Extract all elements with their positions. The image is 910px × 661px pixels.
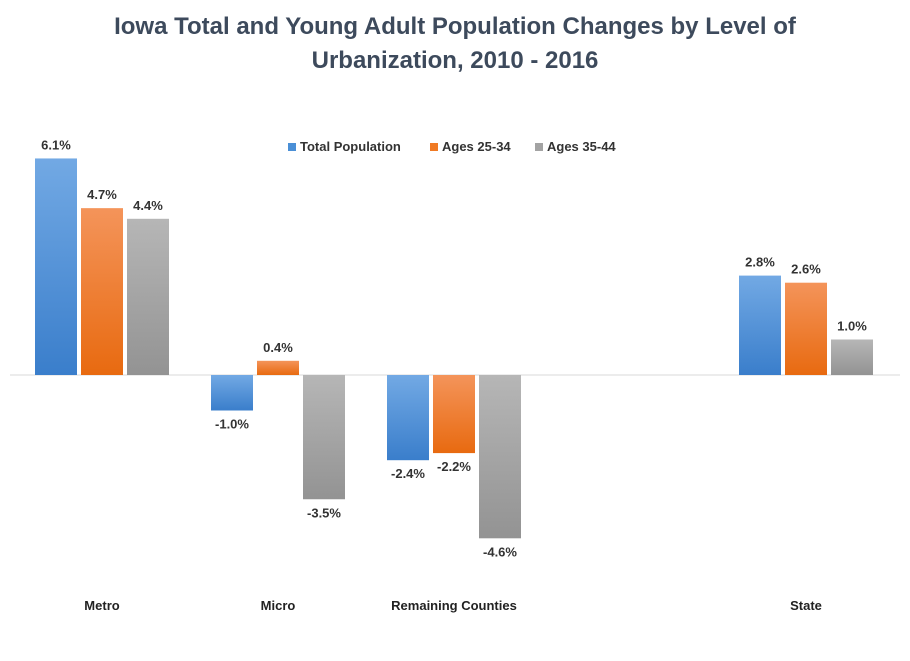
chart-title: Iowa Total and Young Adult Population Ch…: [0, 10, 910, 78]
bar-metro-ages-25-34: [81, 208, 123, 375]
legend-label-ages-25-34: Ages 25-34: [442, 139, 511, 154]
chart-title-line-1: Iowa Total and Young Adult Population Ch…: [114, 13, 796, 40]
bar-metro-ages-35-44: [127, 218, 169, 375]
bar-metro-total-population: [35, 158, 77, 375]
bar-state-total-population: [739, 275, 781, 375]
data-label-state-ages-35-44: 1.0%: [837, 319, 867, 334]
bars-layer: 6.1% 4.7% 4.4% -1.0% 0.4% -3.5% -2.4% -2.2% -4.6…: [35, 137, 873, 559]
legend-label-total-population: Total Population: [300, 139, 401, 154]
data-label-metro-ages-25-34: 4.7%: [87, 187, 117, 202]
data-label-micro-total-population: -1.0%: [215, 417, 249, 432]
bar-remaining-counties-ages-35-44: [479, 375, 521, 539]
category-label-metro: Metro: [84, 598, 120, 613]
bar-remaining-counties-ages-25-34: [433, 375, 475, 454]
data-label-state-ages-25-34: 2.6%: [791, 262, 821, 277]
legend-swatch-ages-35-44: [535, 142, 543, 151]
category-label-micro: Micro: [260, 598, 296, 613]
legend-swatch-total-population: [288, 142, 296, 151]
data-label-metro-ages-35-44: 4.4%: [133, 198, 163, 213]
category-label-state: State: [790, 598, 822, 613]
data-label-remaining-counties-ages-35-44: -4.6%: [483, 544, 517, 559]
data-label-remaining-counties-ages-25-34: -2.2%: [437, 459, 471, 474]
legend-label-ages-35-44: Ages 35-44: [547, 139, 616, 154]
legend-item-total-population: Total Population: [288, 139, 401, 154]
bar-state-ages-25-34: [785, 282, 827, 375]
data-label-remaining-counties-total-population: -2.4%: [391, 466, 425, 481]
bar-state-ages-35-44: [831, 339, 873, 375]
bar-micro-ages-25-34: [257, 360, 299, 375]
bar-remaining-counties-total-population: [387, 375, 429, 461]
category-label-remaining-counties: Remaining Counties: [391, 598, 517, 613]
data-label-state-total-population: 2.8%: [745, 255, 775, 270]
legend-item-ages-35-44: Ages 35-44: [535, 139, 616, 154]
chart-title-line-2: Urbanization, 2010 - 2016: [311, 47, 599, 74]
bar-micro-ages-35-44: [303, 375, 345, 500]
data-label-metro-total-population: 6.1%: [41, 137, 71, 152]
legend-item-ages-25-34: Ages 25-34: [430, 139, 511, 154]
chart-legend: Total Population Ages 25-34 Ages 35-44: [0, 139, 910, 159]
data-label-micro-ages-25-34: 0.4%: [263, 340, 293, 355]
legend-swatch-ages-25-34: [430, 142, 438, 151]
bar-micro-total-population: [211, 375, 253, 411]
data-label-micro-ages-35-44: -3.5%: [307, 505, 341, 520]
